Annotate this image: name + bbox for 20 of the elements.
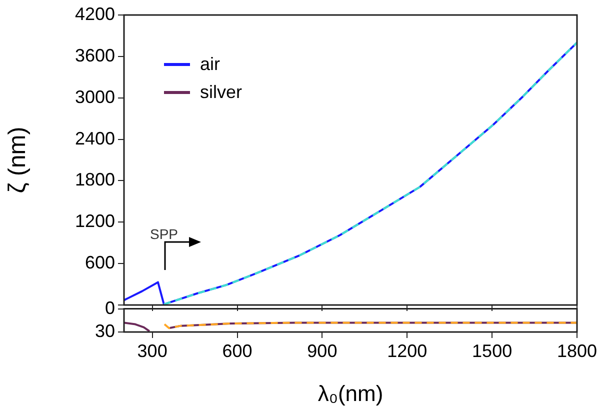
- y-tick-label: 1200: [74, 211, 115, 232]
- legend-label: air: [200, 54, 220, 74]
- x-tick-label: 600: [222, 340, 252, 361]
- x-tick-label: 1500: [472, 340, 512, 361]
- y-tick-label: 0: [104, 298, 115, 318]
- x-axis-title: λ₀(nm): [318, 380, 384, 406]
- y-tick-label: 1800: [74, 170, 115, 190]
- y-tick-label: 30: [94, 320, 115, 341]
- annotation: SPP: [150, 226, 178, 242]
- x-tick-label: 1800: [556, 340, 598, 361]
- y-tick-label: 600: [84, 252, 115, 273]
- y-tick-label: 3000: [74, 86, 115, 107]
- legend-label: silver: [200, 82, 242, 102]
- y-tick-label: 2400: [74, 128, 115, 148]
- y-axis-title: ζ (nm): [4, 126, 32, 194]
- y-tick-label: 3600: [74, 45, 115, 66]
- x-tick-label: 900: [307, 340, 338, 361]
- y-tick-label: 4200: [74, 4, 115, 24]
- x-tick-label: 300: [137, 340, 168, 361]
- x-tick-label: 1200: [387, 340, 428, 361]
